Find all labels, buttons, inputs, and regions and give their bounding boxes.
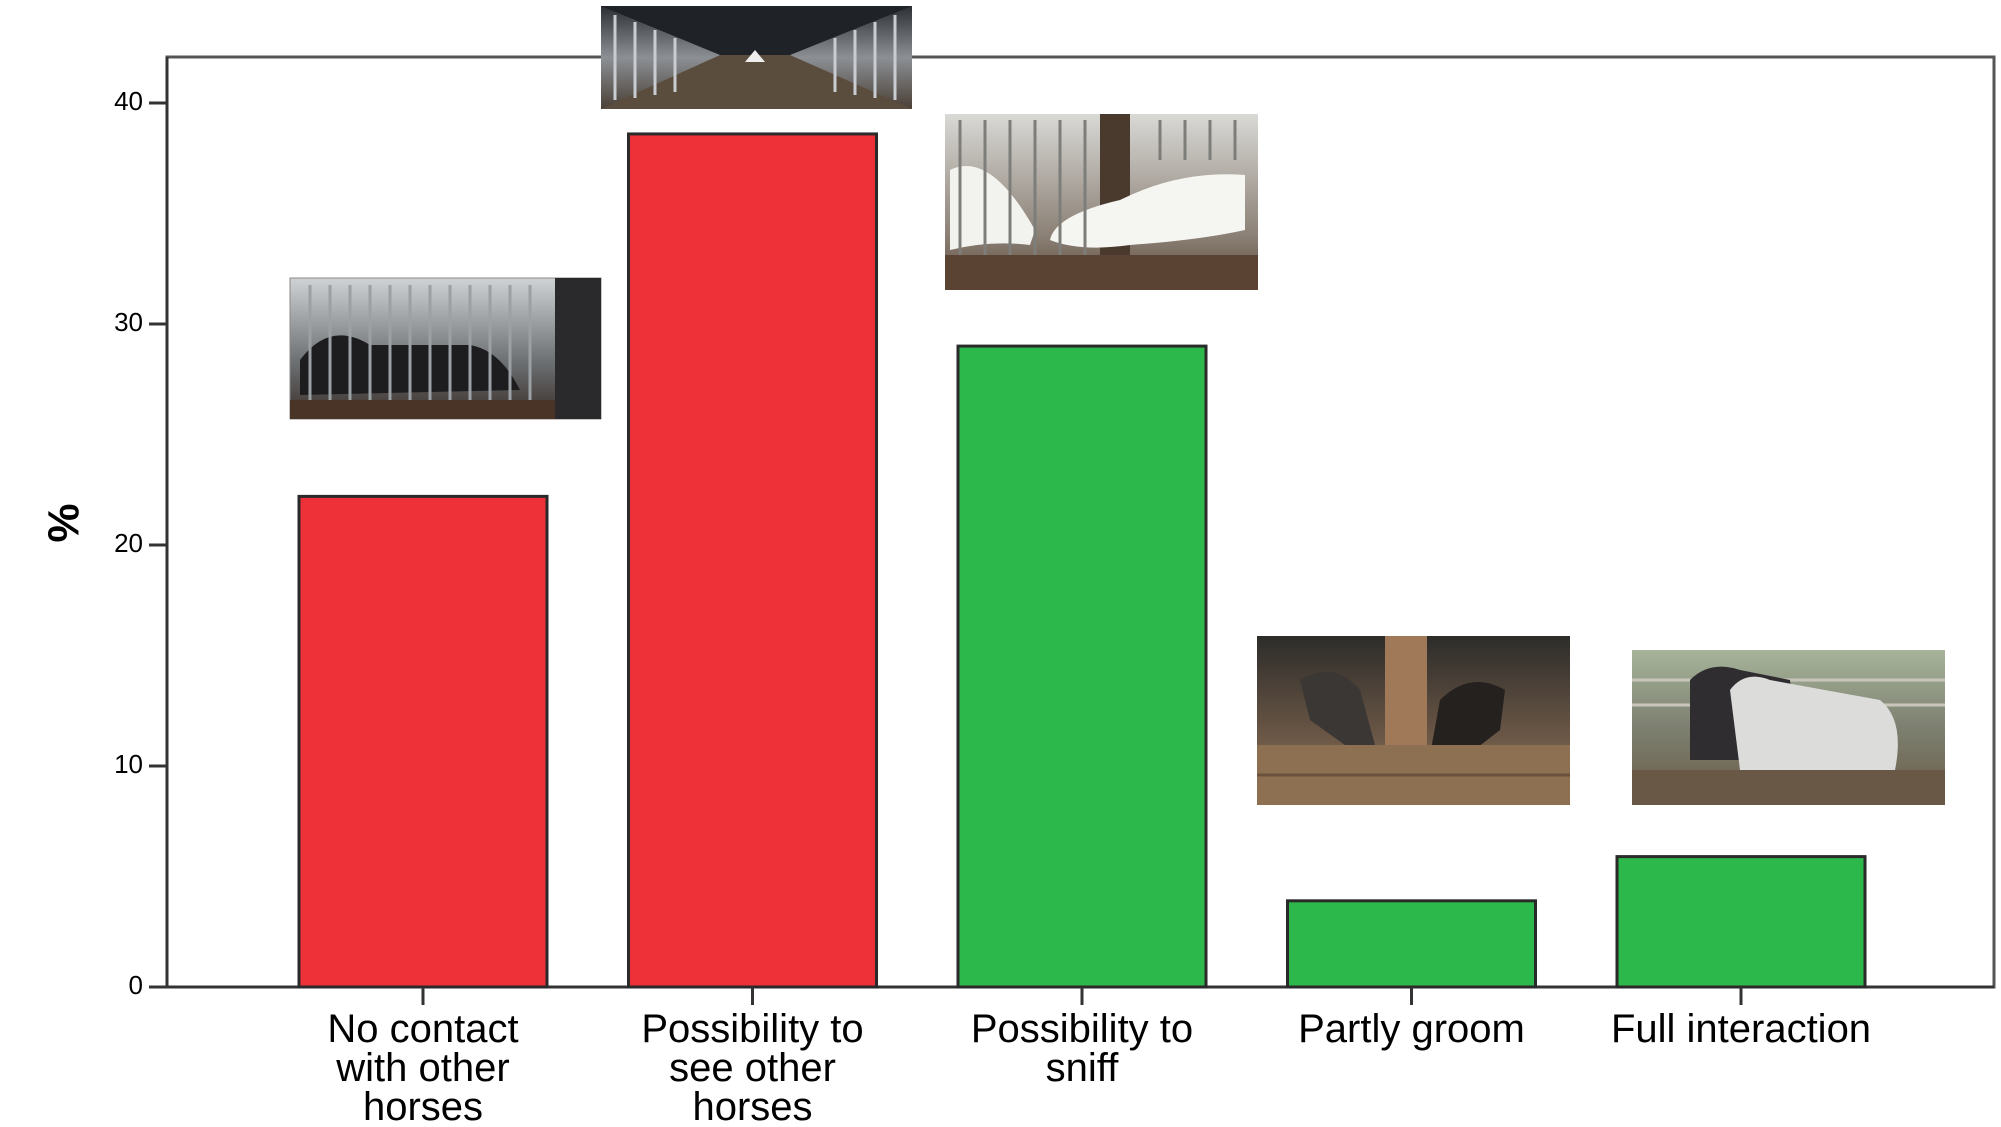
x-axis-ticks [421,987,1743,1005]
x-category-label: with other [335,1046,509,1090]
y-axis-title: % [38,503,87,542]
y-tick-label: 10 [114,749,143,779]
x-category-label: horses [363,1085,483,1127]
x-category-label: Partly groom [1298,1007,1525,1051]
x-category-label: Full interaction [1611,1007,1871,1051]
bar [297,494,549,989]
y-axis-ticks: 0 10 20 30 40 [114,86,167,1000]
y-tick-label: 0 [129,970,143,1000]
horses-sniffing-photo [945,114,1258,290]
y-tick-label: 20 [114,528,143,558]
bar [1615,855,1867,989]
stable-aisle-photo [601,6,912,109]
bar [1286,899,1537,989]
bar [627,132,878,989]
y-tick-label: 30 [114,307,143,337]
x-category-label: Possibility to [641,1007,863,1051]
horses-paddock-photo [1632,650,1945,805]
bar [956,344,1208,989]
x-category-label: horses [692,1085,812,1127]
y-tick-label: 40 [114,86,143,116]
x-category-label: No contact [327,1007,518,1051]
x-category-label: Possibility to [971,1007,1193,1051]
horse-stall-bars-photo [289,277,602,420]
x-category-label: see other [669,1046,836,1090]
horses-grooming-photo [1257,636,1570,805]
x-category-label: sniff [1046,1046,1120,1090]
